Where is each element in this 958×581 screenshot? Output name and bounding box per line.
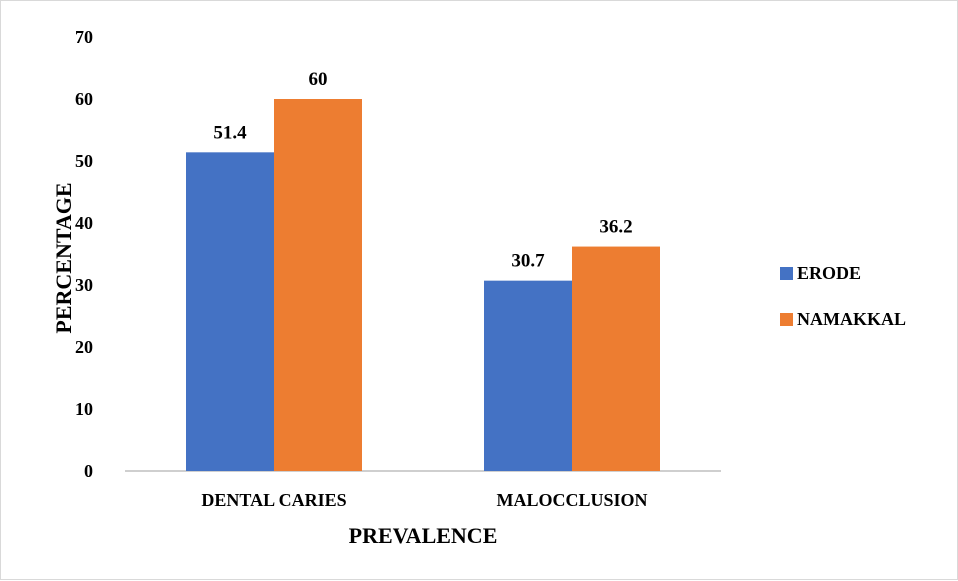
bar-erode-dental-caries <box>186 152 274 471</box>
data-label: 51.4 <box>213 122 247 143</box>
legend-swatch-erode <box>780 267 793 280</box>
y-tick-label: 30 <box>75 275 93 295</box>
legend-label-namakkal: NAMAKKAL <box>797 309 906 329</box>
category-labels: DENTAL CARIES MALOCCLUSION <box>201 490 647 510</box>
bars <box>186 99 660 471</box>
legend-label-erode: ERODE <box>797 263 861 283</box>
y-tick-label: 20 <box>75 337 93 357</box>
y-tick-label: 70 <box>75 27 93 47</box>
y-tick-label: 60 <box>75 89 93 109</box>
data-labels: 51.4 60 30.7 36.2 <box>213 69 632 272</box>
y-axis-title: PERCENTAGE <box>51 182 76 333</box>
data-label: 36.2 <box>599 217 632 238</box>
legend: ERODE NAMAKKAL <box>780 263 906 329</box>
legend-swatch-namakkal <box>780 313 793 326</box>
y-axis-ticks: 0 10 20 30 40 50 60 70 <box>75 27 93 481</box>
x-tick-label: MALOCCLUSION <box>496 490 647 510</box>
bar-erode-malocclusion <box>484 280 572 471</box>
bar-namakkal-malocclusion <box>572 246 660 471</box>
y-tick-label: 50 <box>75 151 93 171</box>
y-tick-label: 10 <box>75 399 93 419</box>
x-tick-label: DENTAL CARIES <box>201 490 346 510</box>
data-label: 30.7 <box>511 251 545 272</box>
y-tick-label: 40 <box>75 213 93 233</box>
y-tick-label: 0 <box>84 461 93 481</box>
bar-namakkal-dental-caries <box>274 99 362 471</box>
x-axis-title: PREVALENCE <box>349 523 498 548</box>
data-label: 60 <box>309 69 328 90</box>
